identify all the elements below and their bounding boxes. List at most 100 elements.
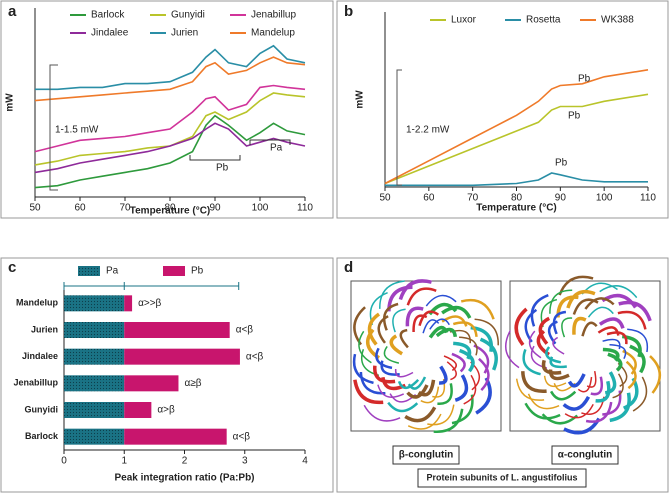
protein-ribbon	[587, 306, 614, 318]
x-tick-label: 100	[596, 193, 613, 204]
protein-ribbon	[602, 338, 621, 350]
protein-ribbon	[541, 359, 562, 375]
protein-ribbon	[564, 403, 594, 419]
protein-ribbon	[451, 352, 466, 373]
protein-ribbon	[392, 308, 406, 333]
protein-ribbon	[399, 328, 409, 349]
annotation: 1-2.2 mW	[406, 125, 450, 136]
protein-ribbon	[528, 330, 542, 359]
x-tick-label: 0	[61, 456, 67, 467]
y-tick-label: Barlock	[25, 431, 59, 441]
protein-ribbon	[407, 413, 442, 430]
x-tick-label: 3	[242, 456, 248, 467]
x-tick-label: 110	[640, 193, 656, 204]
x-tick-label: 50	[379, 193, 391, 204]
protein-ribbon	[629, 344, 646, 374]
protein-ribbon	[524, 402, 561, 420]
protein-ribbon	[422, 319, 440, 334]
label-box	[417, 468, 587, 488]
protein-ribbon	[425, 294, 457, 307]
structure-label: α-conglutin	[558, 450, 612, 461]
protein-ribbon	[607, 352, 623, 372]
legend-label: Mandelup	[251, 28, 295, 39]
series-line	[34, 56, 306, 102]
annotation: Pb	[578, 74, 591, 85]
annotation: Pa	[270, 143, 283, 154]
protein-ribbon	[463, 374, 477, 405]
protein-ribbon	[618, 300, 652, 322]
legend-swatch	[78, 266, 100, 276]
protein-ribbon	[552, 310, 567, 335]
protein-ribbon	[394, 368, 414, 378]
protein-ribbon	[459, 336, 478, 356]
protein-ribbon	[454, 374, 469, 402]
protein-ribbon	[387, 401, 419, 413]
annotation: Pb	[216, 163, 229, 174]
bar-segment	[64, 402, 125, 418]
x-tick-label: 1	[121, 456, 127, 467]
protein-ribbon	[617, 310, 647, 330]
bar-annotation: α≥β	[184, 378, 201, 389]
x-tick-label: 110	[297, 203, 313, 214]
protein-ribbon	[352, 353, 374, 385]
legend-label: Pa	[106, 266, 119, 277]
protein-ribbon	[567, 373, 586, 388]
legend-label: Rosetta	[526, 15, 561, 26]
protein-ribbon	[353, 379, 384, 405]
scale-bar	[49, 64, 58, 191]
bar-segment	[124, 375, 179, 392]
protein-ribbon	[438, 365, 448, 385]
legend-label: Luxor	[451, 15, 477, 26]
range-line	[63, 282, 240, 290]
protein-ribbon	[549, 390, 577, 401]
protein-ribbon	[383, 345, 400, 364]
protein-ribbon	[435, 327, 458, 338]
y-tick-label: Gunyidi	[25, 404, 59, 414]
legend-swatch	[163, 266, 185, 276]
panel-letter: a	[8, 3, 17, 20]
bar-annotation: α>>β	[138, 298, 161, 309]
x-axis-label: Peak integration ratio (Pa:Pb)	[114, 473, 254, 484]
series-line	[34, 114, 306, 189]
protein-ribbon	[373, 365, 396, 384]
protein-ribbon	[552, 336, 565, 355]
protein-ribbon	[406, 287, 437, 306]
protein-ribbon	[609, 392, 631, 423]
protein-ribbon	[433, 408, 464, 433]
protein-ribbon	[441, 305, 472, 319]
protein-ribbon	[429, 318, 450, 330]
panel-letter: b	[344, 3, 353, 20]
protein-ribbon	[405, 306, 424, 327]
protein-ribbon	[446, 361, 457, 381]
legend-label: Jindalee	[91, 28, 129, 39]
legend-label: Barlock	[91, 10, 125, 21]
peak-bracket	[249, 139, 291, 145]
protein-ribbon	[649, 355, 662, 394]
x-axis-label: Temperature (°C)	[476, 203, 557, 214]
protein-ribbon	[367, 312, 381, 346]
x-tick-label: 90	[555, 193, 567, 204]
x-axis-label: Temperature (°C)	[130, 206, 211, 217]
protein-ribbon	[460, 298, 495, 320]
protein-ribbon	[452, 321, 478, 337]
protein-ribbon	[418, 310, 440, 327]
protein-ribbon	[566, 289, 596, 309]
protein-ribbon	[398, 279, 432, 301]
x-tick-label: 100	[252, 203, 269, 214]
y-tick-label: Jenabillup	[13, 378, 58, 388]
protein-ribbon	[521, 371, 547, 393]
series-line	[384, 69, 649, 185]
x-tick-label: 60	[74, 203, 86, 214]
series-line	[385, 172, 648, 187]
protein-ribbon	[606, 331, 628, 345]
x-tick-label: 2	[182, 456, 188, 467]
y-tick-label: Jindalee	[22, 351, 58, 361]
x-tick-label: 80	[164, 203, 176, 214]
x-tick-label: 4	[302, 456, 308, 467]
protein-ribbon	[383, 302, 399, 331]
protein-ribbon	[543, 375, 567, 388]
protein-ribbon	[632, 376, 648, 412]
label-box	[392, 445, 460, 465]
protein-ribbon	[572, 316, 587, 335]
